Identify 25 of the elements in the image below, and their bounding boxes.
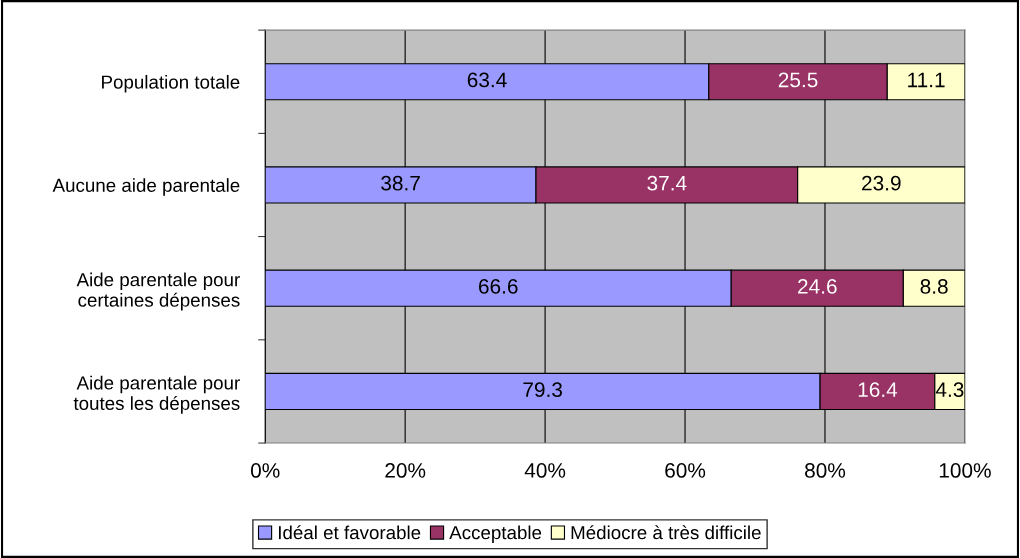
- x-tick-label: 0%: [250, 463, 280, 478]
- y-tick-label: Aide parentale pour toutes les dépenses: [73, 375, 240, 414]
- data-label: 4.3: [935, 382, 964, 398]
- data-label: 16.4: [858, 382, 898, 398]
- data-label: 8.8: [920, 279, 948, 294]
- legend-label: Acceptable: [449, 525, 542, 543]
- data-label: 23.9: [862, 175, 901, 191]
- x-tick-label: 40%: [524, 463, 566, 478]
- y-tick-label: Population totale: [102, 74, 240, 93]
- y-tick-label: Aide parentale pour certaines dépenses: [76, 272, 240, 311]
- data-label: 66.6: [478, 279, 518, 294]
- data-label: 79.3: [523, 382, 562, 398]
- data-label: 63.4: [467, 72, 507, 88]
- x-tick-label: 60%: [665, 463, 706, 478]
- data-label: 37.4: [647, 175, 687, 191]
- x-tick-label: 80%: [805, 463, 846, 478]
- legend-label: Médiocre à très difficile: [571, 525, 761, 540]
- data-label: 25.5: [778, 72, 818, 88]
- data-label: 38.7: [381, 175, 420, 191]
- x-tick-label: 20%: [385, 463, 426, 478]
- legend-label: Idéal et favorable: [278, 525, 421, 540]
- data-label: 24.6: [798, 279, 837, 294]
- x-tick-label: 100%: [939, 463, 991, 478]
- y-tick-label: Aucune aide parentale: [52, 178, 240, 196]
- data-label: 11.1: [908, 72, 945, 88]
